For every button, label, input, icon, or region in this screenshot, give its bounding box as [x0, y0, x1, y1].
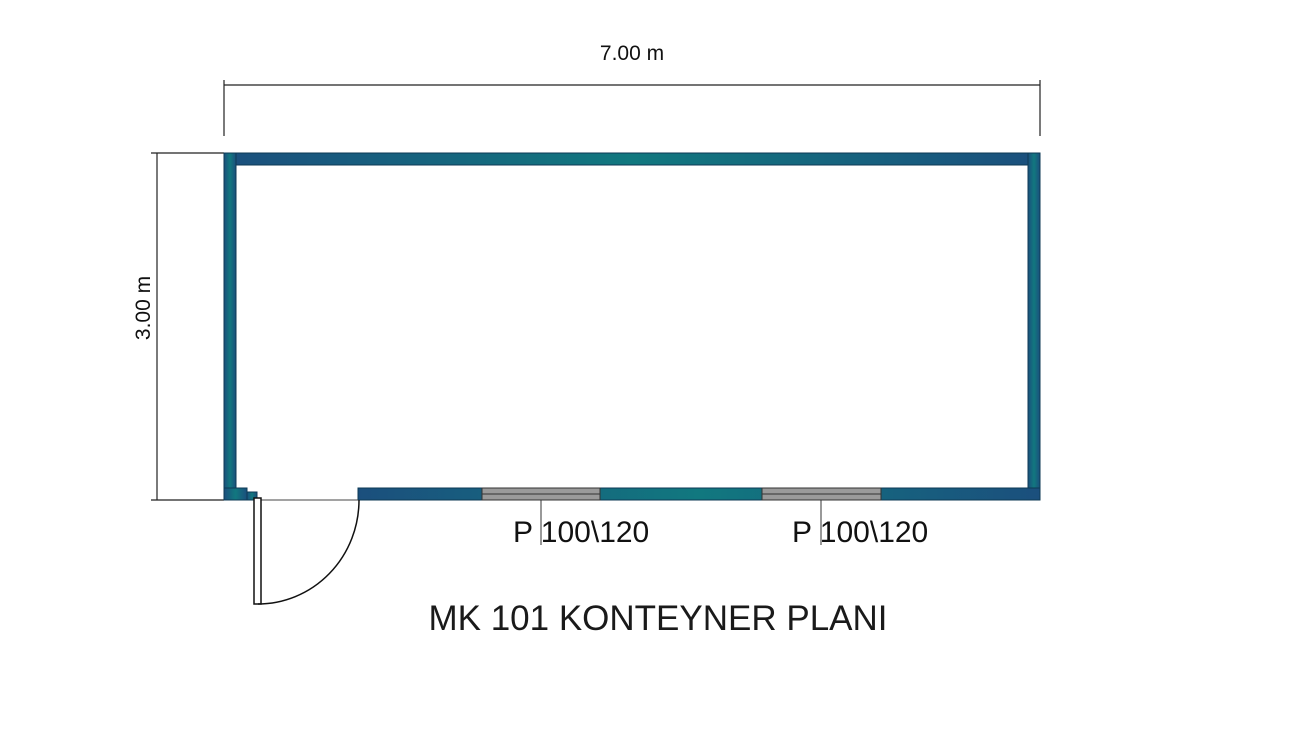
window-label: P 100\120 — [513, 516, 649, 549]
window-label: P 100\120 — [792, 516, 928, 549]
door-swing — [257, 499, 360, 605]
window — [481, 487, 601, 545]
wall — [246, 491, 258, 501]
walls — [223, 152, 1041, 501]
window — [761, 487, 882, 545]
wall — [1027, 152, 1041, 501]
plan-title: MK 101 KONTEYNER PLANI — [428, 599, 887, 638]
wall — [357, 487, 1041, 501]
door-leaf — [253, 497, 262, 605]
wall — [223, 152, 237, 501]
door — [253, 497, 360, 605]
wall — [223, 487, 248, 501]
wall — [223, 152, 1041, 166]
width-label: 7.00 m — [600, 42, 664, 65]
width-dimension: 7.00 m — [223, 42, 1041, 136]
depth-label: 3.00 m — [132, 276, 155, 340]
depth-dimension: 3.00 m — [132, 152, 224, 501]
